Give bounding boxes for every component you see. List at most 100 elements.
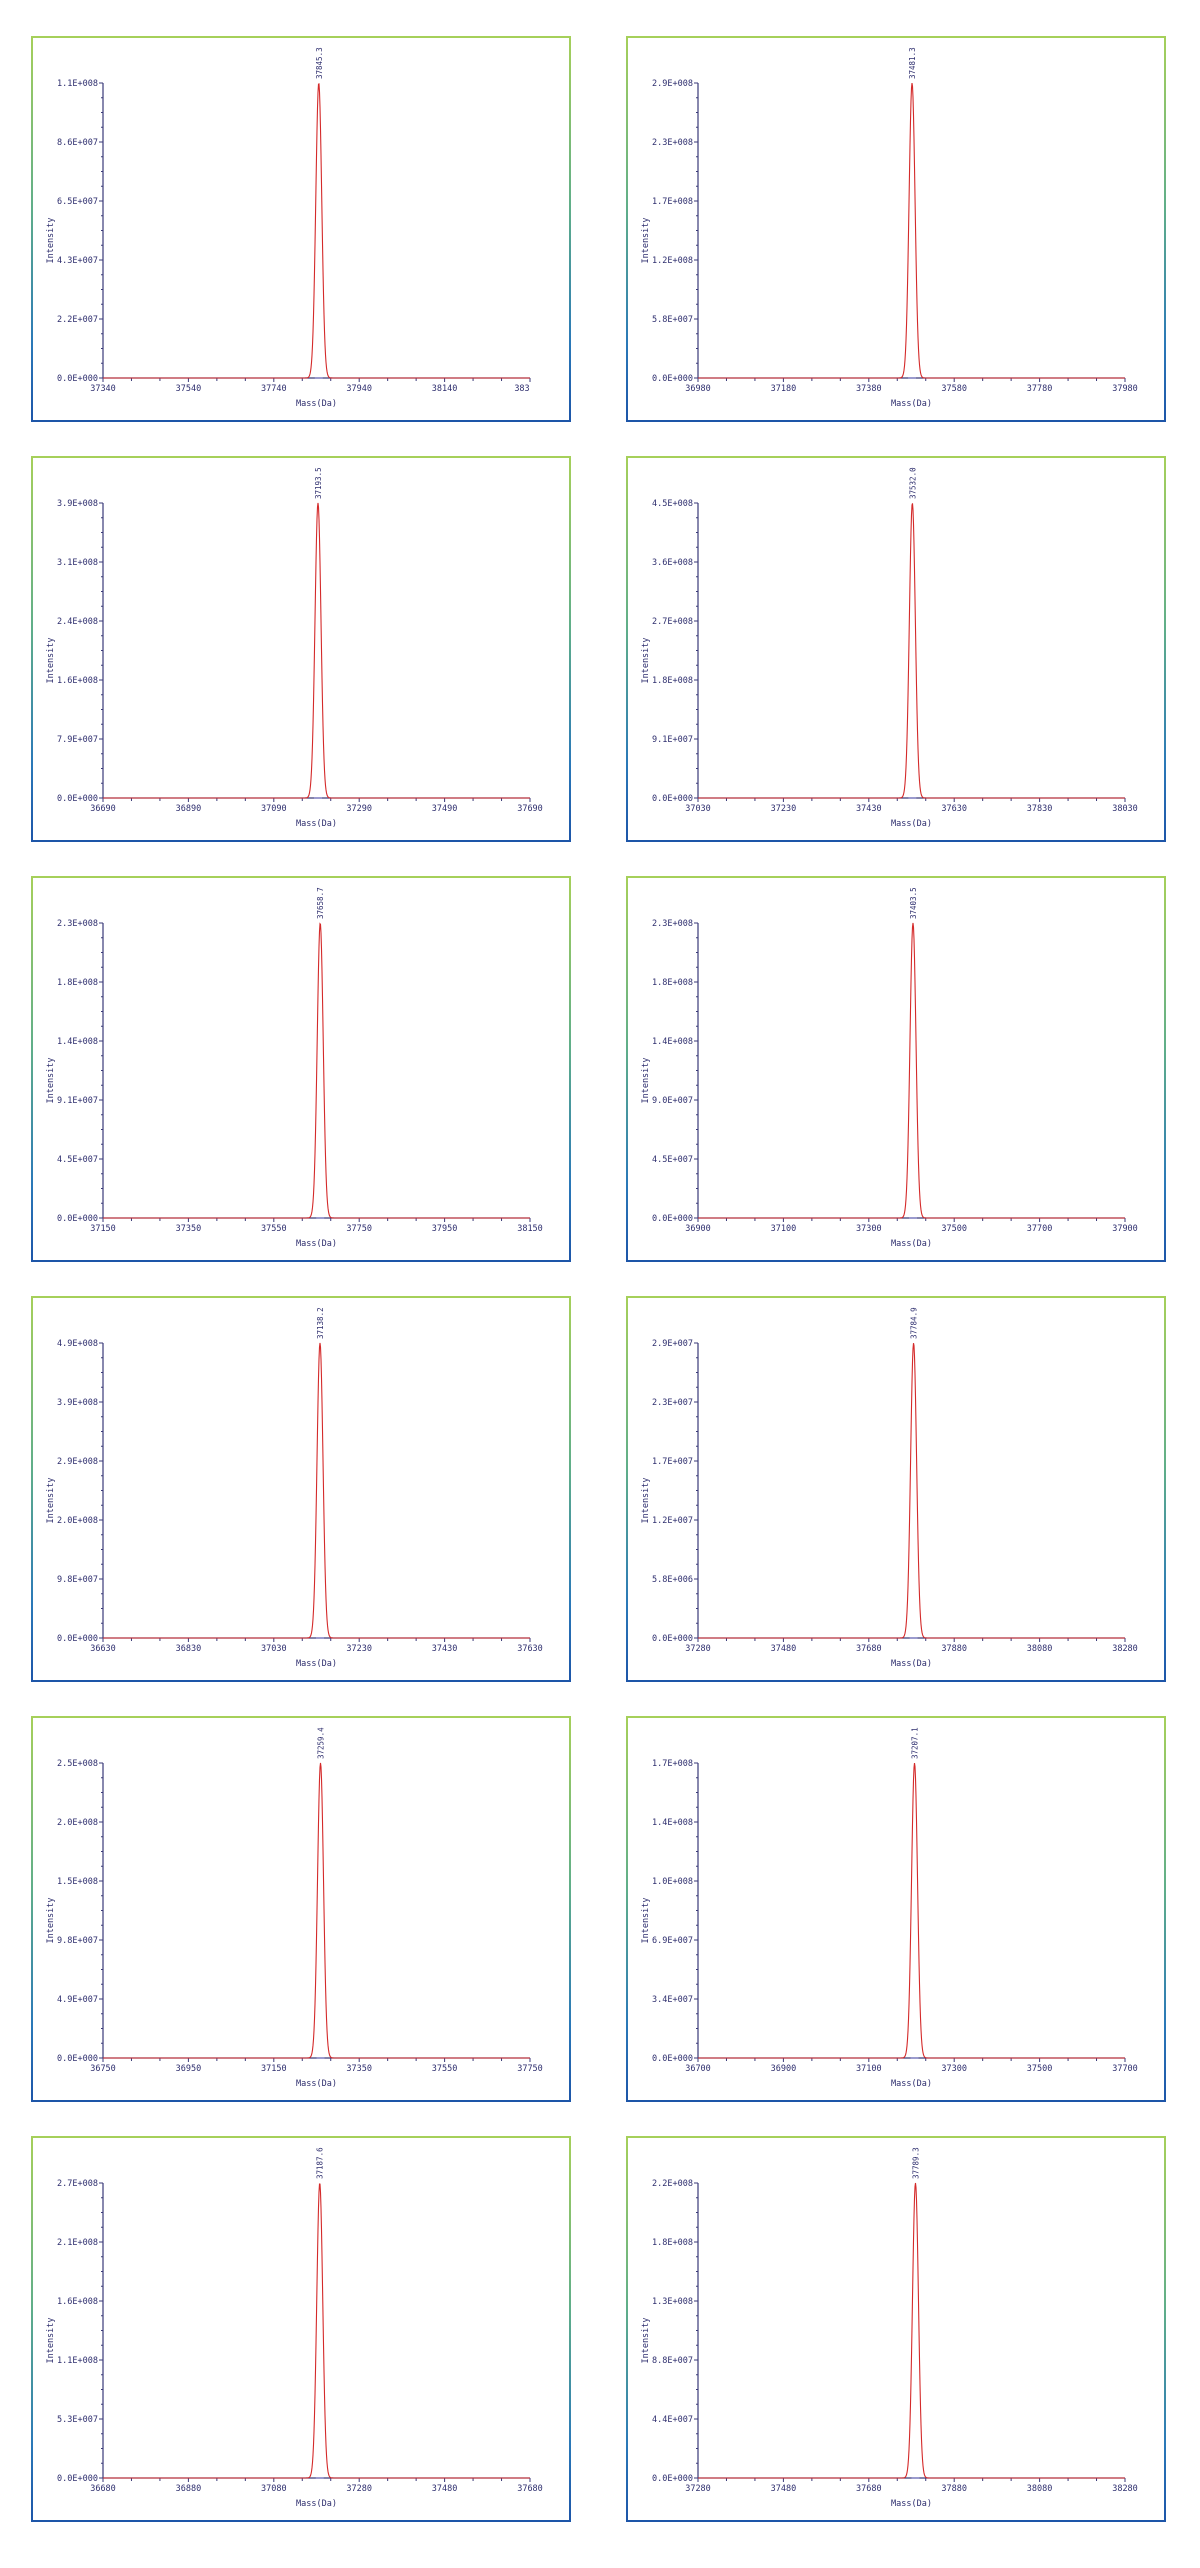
spectrum-chart: 0.0E+000 4.5E+007 9.1E+007 1.4E+008 1.8E+008… — [46, 887, 543, 1249]
x-tick-label: 37280 — [346, 2484, 372, 2494]
x-tick-label: 37150 — [90, 1224, 116, 1234]
x-tick-label: 38150 — [517, 1224, 543, 1234]
y-tick-label: 0.0E+000 — [652, 1634, 693, 1644]
x-tick-label: 36900 — [685, 1224, 711, 1234]
x-tick-label: 37100 — [856, 2064, 882, 2074]
x-axis-label: Mass(Da) — [296, 399, 337, 409]
x-tick-label: 37690 — [517, 804, 543, 814]
y-tick-label: 1.0E+008 — [652, 1877, 693, 1887]
y-tick-label: 8.8E+007 — [652, 2356, 693, 2366]
y-tick-label: 5.8E+007 — [652, 315, 693, 325]
y-tick-label: 1.1E+008 — [57, 2356, 98, 2366]
y-tick-label: 9.0E+007 — [652, 1096, 693, 1106]
peak-label: 37259.4 — [317, 1727, 326, 1759]
peak-label: 37532.0 — [908, 467, 917, 499]
spectrum-trace — [103, 1342, 530, 1639]
y-tick-label: 2.4E+008 — [57, 617, 98, 627]
y-tick-label: 4.5E+007 — [57, 1155, 98, 1165]
y-tick-label: 0.0E+000 — [57, 1214, 98, 1224]
plot-area: 0.0E+000 4.9E+007 9.8E+007 1.5E+008 2.0E+008… — [33, 1718, 569, 2100]
x-tick-label: 37500 — [941, 1224, 967, 1234]
x-axis-label: Mass(Da) — [296, 1239, 337, 1249]
y-tick-label: 5.3E+007 — [57, 2415, 98, 2425]
y-tick-label: 2.3E+008 — [57, 919, 98, 929]
x-tick-label: 36750 — [90, 2064, 116, 2074]
y-tick-label: 2.5E+008 — [57, 1759, 98, 1769]
x-tick-label: 37350 — [176, 1224, 202, 1234]
plot-area: 0.0E+000 5.8E+006 1.2E+007 1.7E+007 2.3E+007… — [628, 1298, 1164, 1680]
x-tick-label: 36980 — [685, 384, 711, 394]
x-tick-label: 36680 — [90, 2484, 116, 2494]
y-tick-label: 1.1E+008 — [57, 79, 98, 89]
spectrum-panel: 0.0E+000 4.5E+007 9.0E+007 1.4E+008 1.8E+008… — [626, 876, 1166, 1262]
y-axis-label: Intensity — [641, 637, 651, 683]
y-tick-label: 0.0E+000 — [652, 2474, 693, 2484]
x-tick-label: 37900 — [1112, 1224, 1138, 1234]
x-tick-label: 36690 — [90, 804, 116, 814]
y-tick-label: 6.9E+007 — [652, 1936, 693, 1946]
y-axis-label: Intensity — [641, 217, 651, 263]
spectrum-chart: 0.0E+000 9.8E+007 2.0E+008 2.9E+008 3.9E+008… — [46, 1307, 543, 1669]
x-tick-label: 37700 — [1027, 1224, 1053, 1234]
y-tick-label: 0.0E+000 — [57, 1634, 98, 1644]
y-tick-label: 1.3E+008 — [652, 2297, 693, 2307]
x-tick-label: 37350 — [346, 2064, 372, 2074]
x-tick-label: 37480 — [771, 1644, 797, 1654]
y-tick-label: 1.4E+008 — [57, 1037, 98, 1047]
y-tick-label: 0.0E+000 — [652, 794, 693, 804]
spectrum-panel: 0.0E+000 4.5E+007 9.1E+007 1.4E+008 1.8E+008… — [31, 876, 571, 1262]
x-tick-label: 37290 — [346, 804, 372, 814]
y-tick-label: 3.4E+007 — [652, 1995, 693, 2005]
x-tick-label: 37750 — [346, 1224, 372, 1234]
y-tick-label: 1.6E+008 — [57, 676, 98, 686]
y-tick-label: 4.5E+007 — [652, 1155, 693, 1165]
spectrum-trace — [103, 922, 530, 1219]
spectrum-trace — [698, 82, 1125, 379]
x-tick-label: 37430 — [432, 1644, 458, 1654]
y-axis-label: Intensity — [46, 637, 56, 683]
x-tick-label: 37950 — [432, 1224, 458, 1234]
x-tick-label: 37230 — [346, 1644, 372, 1654]
y-tick-label: 2.0E+008 — [57, 1818, 98, 1828]
spectrum-trace — [698, 1343, 1125, 1639]
y-tick-label: 0.0E+000 — [57, 2054, 98, 2064]
plot-area: 0.0E+000 5.3E+007 1.1E+008 1.6E+008 2.1E+008… — [33, 2138, 569, 2520]
y-tick-label: 0.0E+000 — [652, 374, 693, 384]
x-tick-label: 37490 — [432, 804, 458, 814]
x-tick-label: 37700 — [1112, 2064, 1138, 2074]
spectrum-chart: 0.0E+000 5.3E+007 1.1E+008 1.6E+008 2.1E+008… — [46, 2147, 543, 2509]
x-tick-label: 37680 — [517, 2484, 543, 2494]
plot-area: 0.0E+000 4.5E+007 9.1E+007 1.4E+008 1.8E+008… — [33, 878, 569, 1260]
spectrum-chart: 0.0E+000 4.4E+007 8.8E+007 1.3E+008 1.8E+008… — [641, 2147, 1138, 2509]
x-axis-label: Mass(Da) — [891, 2499, 932, 2509]
plot-area: 0.0E+000 2.2E+007 4.3E+007 6.5E+007 8.6E+007… — [33, 38, 569, 420]
x-tick-label: 36900 — [771, 2064, 797, 2074]
peak-label: 37784.9 — [910, 1307, 919, 1339]
x-tick-label: 37180 — [771, 384, 797, 394]
x-tick-label: 36890 — [176, 804, 202, 814]
y-tick-label: 9.8E+007 — [57, 1936, 98, 1946]
y-tick-label: 1.7E+008 — [652, 197, 693, 207]
peak-label: 37845.3 — [315, 47, 324, 79]
spectrum-trace — [103, 1762, 530, 2059]
y-tick-label: 0.0E+000 — [652, 1214, 693, 1224]
y-tick-label: 2.7E+008 — [57, 2179, 98, 2189]
peak-label: 37658.7 — [316, 887, 325, 919]
x-tick-label: 37740 — [261, 384, 287, 394]
spectrum-panel: 0.0E+000 9.1E+007 1.8E+008 2.7E+008 3.6E+008… — [626, 456, 1166, 842]
spectrum-chart: 0.0E+000 4.5E+007 9.0E+007 1.4E+008 1.8E+008… — [641, 887, 1138, 1249]
y-tick-label: 2.1E+008 — [57, 2238, 98, 2248]
y-tick-label: 2.3E+008 — [652, 919, 693, 929]
y-tick-label: 9.1E+007 — [57, 1096, 98, 1106]
x-tick-label: 36700 — [685, 2064, 711, 2074]
spectrum-panel: 0.0E+000 3.4E+007 6.9E+007 1.0E+008 1.4E+008… — [626, 1716, 1166, 2102]
x-tick-label: 37030 — [685, 804, 711, 814]
y-tick-label: 3.1E+008 — [57, 558, 98, 568]
y-axis-label: Intensity — [641, 1057, 651, 1103]
spectrum-trace — [103, 83, 530, 379]
y-axis-label: Intensity — [46, 2317, 56, 2363]
peak-label: 37403.5 — [909, 887, 918, 919]
spectrum-chart: 0.0E+000 9.1E+007 1.8E+008 2.7E+008 3.6E+008… — [641, 467, 1138, 829]
y-tick-label: 2.0E+008 — [57, 1516, 98, 1526]
y-tick-label: 1.2E+008 — [652, 256, 693, 266]
